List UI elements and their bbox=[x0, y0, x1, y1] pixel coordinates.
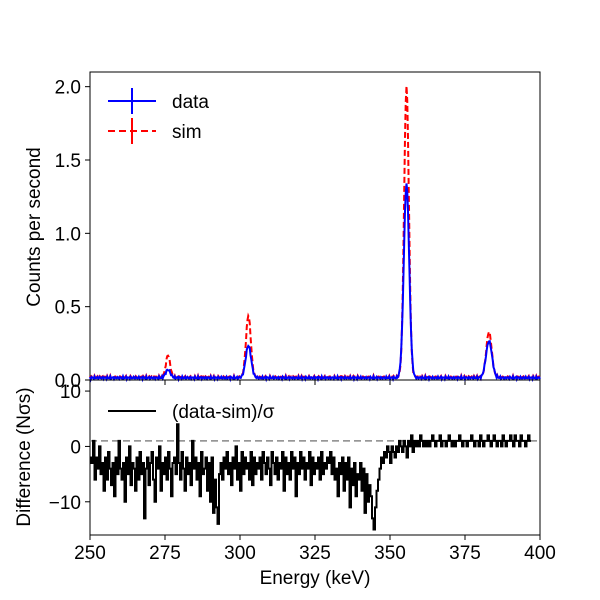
legend-data-label: data bbox=[172, 92, 209, 113]
series-data-line bbox=[89, 183, 541, 383]
x-tick-label: 325 bbox=[299, 543, 331, 564]
x-tick-label: 350 bbox=[374, 543, 406, 564]
legend-difference-label: (data-sim)/σ bbox=[172, 402, 275, 423]
bottom-y-tick-label: 10 bbox=[60, 382, 81, 403]
bottom-y-tick-label: −10 bbox=[49, 493, 81, 514]
top-legend: data sim bbox=[108, 88, 209, 144]
top-panel: 0.0 0.5 1.0 1.5 2.0 bbox=[55, 71, 541, 392]
x-tick-label: 250 bbox=[74, 543, 106, 564]
x-tick-label: 300 bbox=[224, 543, 256, 564]
bottom-legend: (data-sim)/σ bbox=[108, 402, 275, 423]
bottom-panel: −10 0 10 250 275 300 325 350 375 400 bbox=[49, 379, 556, 564]
series-difference-steps bbox=[90, 423, 531, 531]
bottom-y-tick-label: 0 bbox=[70, 437, 81, 458]
top-y-tick-label: 1.5 bbox=[55, 151, 81, 172]
top-plot-frame bbox=[89, 71, 541, 381]
top-y-tick-label: 0.5 bbox=[55, 298, 81, 319]
x-tick-label: 400 bbox=[524, 543, 556, 564]
top-y-tick-label: 0.0 bbox=[55, 371, 81, 392]
bottom-y-axis-label: Difference (Nσs) bbox=[14, 387, 35, 526]
legend-sim-label: sim bbox=[172, 122, 202, 143]
x-axis-label: Energy (keV) bbox=[260, 568, 371, 589]
top-y-axis-label: Counts per second bbox=[24, 147, 45, 307]
top-y-tick-label: 1.0 bbox=[55, 224, 81, 245]
x-tick-label: 375 bbox=[449, 543, 481, 564]
series-sim-line bbox=[89, 85, 541, 382]
top-y-tick-label: 2.0 bbox=[55, 78, 81, 99]
bottom-y-axis-label-text: Difference (Nσs) bbox=[14, 387, 35, 526]
x-tick-label: 275 bbox=[149, 543, 181, 564]
